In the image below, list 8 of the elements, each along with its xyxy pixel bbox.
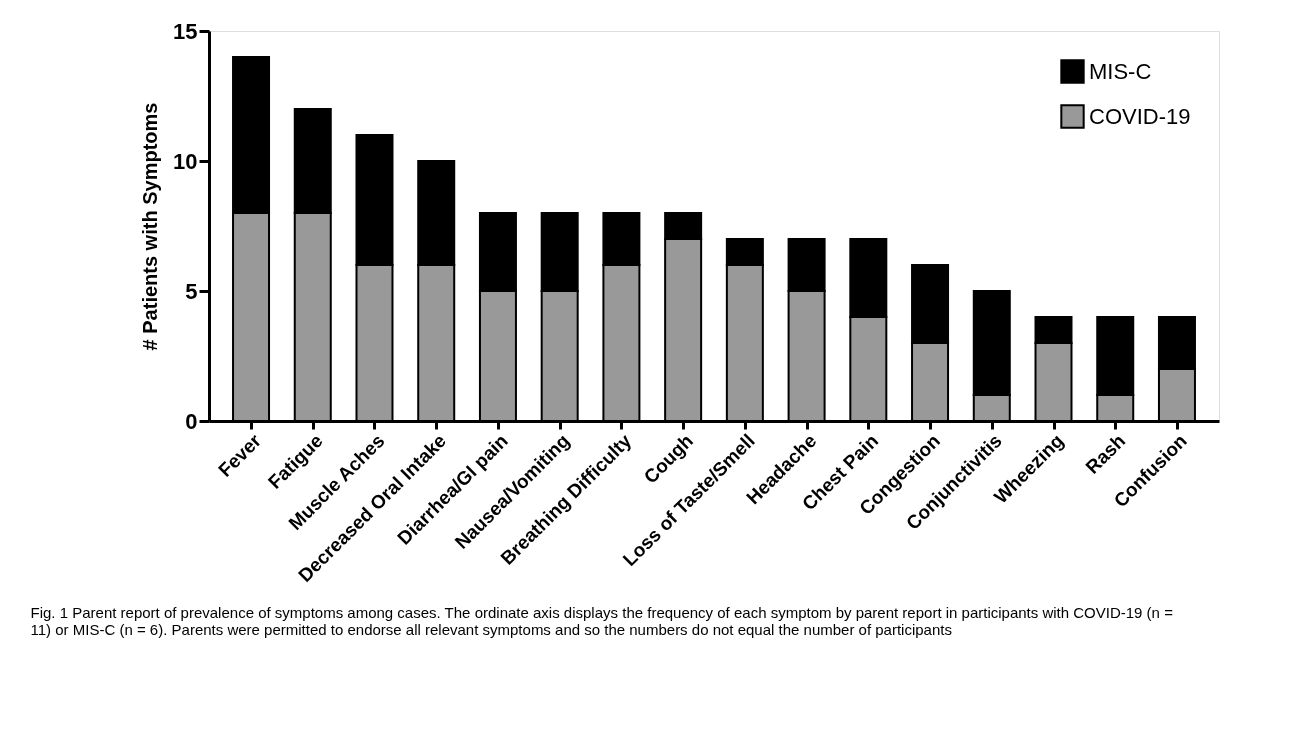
y-tick-label: 15 <box>173 18 198 44</box>
y-axis-title: # Patients with Symptoms <box>139 102 162 351</box>
y-tick-label: 0 <box>185 408 198 434</box>
caption: Fig. 1 Parent report of prevalence of symptoms among cases. The ordinate axis displays the frequency of each symptom by parent report in participants with COVID-19 (n = 11) or MIS-C (n = 6). Parents were permitted to endorse all relevant symptoms and so the numbers do not equal the number of participants <box>30 603 1174 638</box>
y-tick-label: 5 <box>185 278 198 304</box>
legend-label: MIS-C <box>1089 58 1152 84</box>
legend-label: COVID-19 <box>1089 103 1191 129</box>
y-tick-label: 10 <box>173 148 198 174</box>
